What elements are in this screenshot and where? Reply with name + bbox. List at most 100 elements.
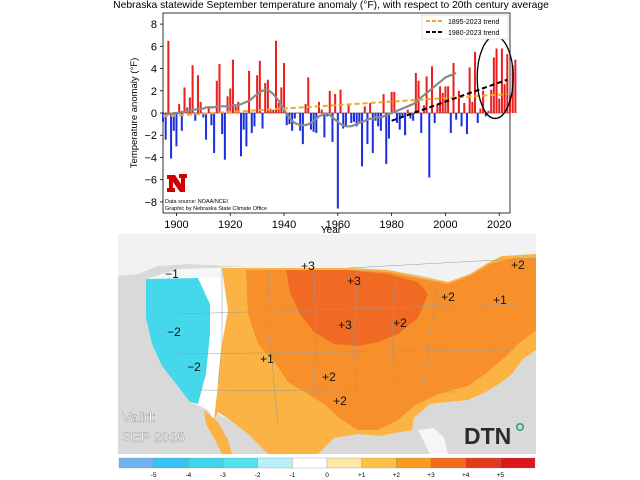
map-borders xyxy=(177,257,536,425)
colorbar-swatch xyxy=(257,457,293,469)
dtn-logo: DTN xyxy=(464,423,524,449)
x-tick-label: 2020 xyxy=(487,219,511,231)
map-anomaly-label: +2 xyxy=(322,370,336,384)
anomaly-bar xyxy=(191,65,194,113)
trend-line-1895-2023 xyxy=(162,93,508,118)
anomaly-bar xyxy=(223,113,226,160)
anomaly-bar xyxy=(474,51,477,113)
anomaly-bar xyxy=(218,64,221,113)
anomaly-bar xyxy=(457,90,460,113)
colorbar-tick-label: -4 xyxy=(185,472,191,479)
anomaly-bar xyxy=(199,101,202,113)
anomaly-bar xyxy=(406,109,409,113)
nebraska-logo xyxy=(167,174,187,192)
anomaly-bar xyxy=(355,113,358,127)
anomaly-bar xyxy=(425,76,428,113)
anomaly-bar xyxy=(309,113,312,130)
colorbar-swatch xyxy=(153,457,189,469)
anomaly-bar xyxy=(514,59,517,113)
y-axis-ticks: 8 6 4 2 0 −2 −4 −6 −8 xyxy=(144,19,163,209)
anomaly-bar xyxy=(170,113,173,159)
anomaly-bar xyxy=(231,59,234,113)
colorbar-swatch xyxy=(396,457,432,469)
colorbar-swatch xyxy=(465,457,501,469)
anomaly-bar xyxy=(387,113,390,139)
anomaly-bar xyxy=(258,60,261,113)
anomaly-bar xyxy=(280,87,283,113)
anomaly-bar xyxy=(503,84,506,113)
anomaly-bar xyxy=(500,48,503,113)
anomaly-bar xyxy=(331,113,334,142)
valid-label: Valid: xyxy=(122,409,156,425)
anomaly-bar xyxy=(167,40,170,113)
map-anomaly-label: +2 xyxy=(511,258,525,272)
anomaly-bar xyxy=(180,113,183,131)
anomaly-bar xyxy=(476,113,479,123)
gulf-of-mexico xyxy=(318,430,428,454)
map-anomaly-label: +1 xyxy=(493,293,507,307)
anomaly-bar xyxy=(404,113,407,136)
map-anomaly-label: −2 xyxy=(167,325,181,339)
colorbar-swatch xyxy=(500,457,536,469)
colorbar-tick-label: +4 xyxy=(462,472,470,479)
colorbar-swatch xyxy=(326,457,362,469)
anomaly-bar xyxy=(366,113,369,145)
anomaly-bar xyxy=(266,79,269,113)
anomaly-bar xyxy=(307,77,310,113)
anomaly-bar xyxy=(315,113,318,133)
anomaly-bar xyxy=(299,113,302,131)
colorbar-tick-label: +1 xyxy=(358,472,366,479)
anomaly-bar xyxy=(401,113,404,117)
anomaly-bar xyxy=(293,113,296,119)
anomaly-bar xyxy=(487,110,490,113)
anomaly-bar xyxy=(342,113,345,129)
anomaly-bar xyxy=(320,109,323,113)
legend-box xyxy=(421,14,509,40)
colorbar-tick-label: -1 xyxy=(289,472,295,479)
source-note: Data source: NOAA/NCEI xyxy=(165,199,228,205)
anomaly-bar xyxy=(420,113,423,133)
colorbar-tick-label: +5 xyxy=(497,472,505,479)
dtn-logo-text: DTN xyxy=(464,423,511,449)
anomaly-bar xyxy=(358,113,361,122)
anomaly-bar xyxy=(382,94,385,113)
anomaly-bar xyxy=(164,113,167,140)
temperature-anomaly-chart: Nebraska statewide September temperature… xyxy=(113,0,549,234)
y-tick-label: 8 xyxy=(151,19,157,31)
map-anomaly-label: +3 xyxy=(347,274,361,288)
anomaly-bar xyxy=(409,113,412,119)
y-tick-label: −6 xyxy=(144,175,157,187)
anomaly-bar xyxy=(452,63,455,113)
colorbar-ticks: -5 -4 -3 -2 -1 0 +1 +2 +3 +4 +5 xyxy=(151,472,505,479)
y-tick-label: 2 xyxy=(151,86,157,98)
anomaly-bar xyxy=(441,93,444,113)
y-axis-label: Temperature anomaly (°F) xyxy=(129,58,140,168)
valid-date: SEP 2025 xyxy=(122,429,185,445)
anomaly-bar xyxy=(412,113,415,121)
anomaly-bar xyxy=(205,113,208,140)
legend-label-trend-1895: 1895-2023 trend xyxy=(448,19,499,26)
anomaly-bar xyxy=(226,96,229,113)
anomaly-bar xyxy=(439,86,442,113)
anomaly-bar xyxy=(417,80,420,113)
anomaly-bar xyxy=(269,108,272,113)
anomaly-bar xyxy=(248,70,251,113)
map-anomaly-label: +2 xyxy=(333,394,347,408)
anomaly-bar xyxy=(183,87,186,113)
colorbar-tick-label: 0 xyxy=(325,472,329,479)
anomaly-bar xyxy=(428,113,431,178)
anomaly-bar xyxy=(498,98,501,113)
anomaly-bar xyxy=(339,89,342,113)
colorbar-tick-label: -3 xyxy=(220,472,226,479)
anomaly-bar xyxy=(207,106,210,113)
anomaly-bar xyxy=(465,113,468,135)
anomaly-labels: −1 −2 −2 +1 +3 +3 +3 +2 +2 +2 +2 +1 +2 xyxy=(165,258,525,408)
anomaly-bar xyxy=(385,113,388,165)
anomaly-bar xyxy=(361,113,364,167)
colorbar-swatch xyxy=(430,457,466,469)
anomaly-bar xyxy=(253,113,256,127)
anomaly-bar xyxy=(175,113,178,147)
anomaly-bar xyxy=(344,113,347,127)
colorbar-swatch xyxy=(222,457,258,469)
x-tick-label: 1900 xyxy=(164,219,188,231)
